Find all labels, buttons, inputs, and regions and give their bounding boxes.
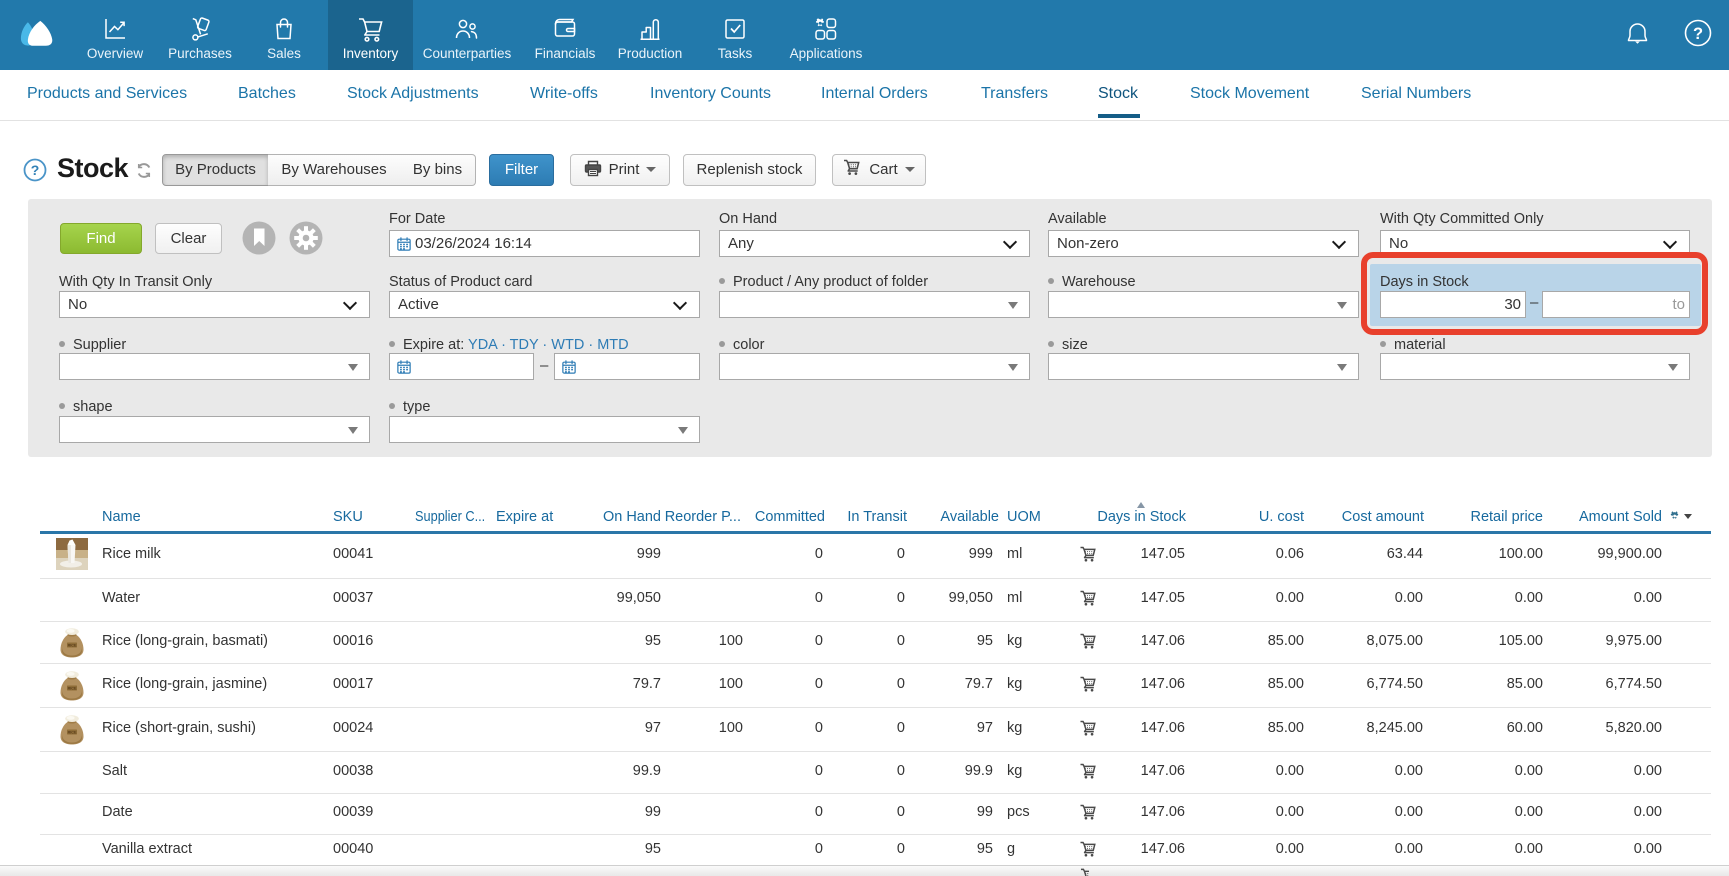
svg-text:?: ?: [1693, 25, 1703, 43]
svg-text:?: ?: [31, 162, 40, 178]
